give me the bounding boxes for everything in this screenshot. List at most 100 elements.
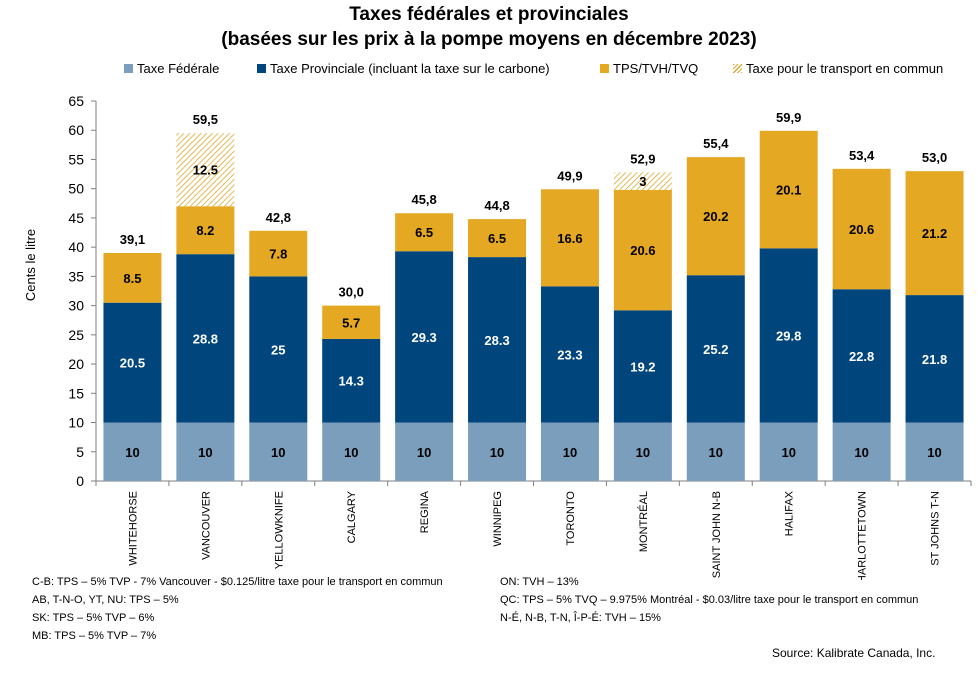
bar-total-label: 55,4 [703,136,729,151]
x-tick-label: CHARLOTTETOWN [857,491,869,580]
y-tick-label: 20 [68,356,84,372]
bar-segment [468,422,527,481]
x-tick-label: VANCOUVER [200,491,212,560]
segment-value-label: 6.5 [488,231,506,246]
y-tick-label: 5 [76,444,84,460]
segment-value-label: 5.7 [342,315,360,330]
bar-total-label: 39,1 [120,232,145,247]
y-tick-label: 25 [68,327,84,343]
segment-value-label: 16.6 [557,231,582,246]
bar-segment [832,289,891,423]
bar-segment [686,157,745,276]
segment-value-label: 6.5 [415,225,433,240]
legend-item-sales-tax: TPS/TVH/TVQ [600,61,698,76]
notes-left: C-B: TPS – 5% TVP - 7% Vancouver - $0.12… [32,573,443,645]
segment-value-label: 10 [125,445,139,460]
y-tick-label: 0 [76,473,84,489]
segment-value-label: 10 [563,445,577,460]
x-tick-label: YELLOWKNIFE [273,491,285,569]
bar-segment [905,171,964,296]
bar-total-label: 59,9 [776,110,801,125]
segment-value-label: 10 [344,445,358,460]
x-tick-label: HALIFAX [784,490,796,536]
bar-segment [176,206,235,255]
segment-value-label: 20.2 [703,209,728,224]
x-tick-label: CALGARY [346,490,358,543]
bar-total-label: 49,9 [557,168,582,183]
legend-swatch-provincial [257,64,266,73]
segment-value-label: 10 [198,445,212,460]
segment-value-label: 21.8 [922,352,947,367]
bar-segment [540,189,599,287]
y-axis-label: Cents le litre [23,229,38,301]
segment-value-label: 12.5 [193,163,218,178]
x-tick-label: ST JOHNS T-N [930,491,942,566]
x-tick-label: WHITEHORSE [127,491,139,566]
segment-value-label: 25.2 [703,342,728,357]
bar-segment [540,422,599,481]
legend-item-federal: Taxe Fédérale [124,61,219,76]
bar-total-label: 59,5 [193,112,218,127]
source-note: Source: Kalibrate Canada, Inc. [772,646,936,660]
note-line: AB, T-N-O, YT, NU: TPS – 5% [32,594,179,606]
chart-title: Taxes fédérales et provinciales [349,4,629,25]
segment-value-label: 22.8 [849,349,874,364]
bar-segment [759,422,818,481]
note-line: SK: TPS – 5% TVP – 6% [32,612,155,624]
notes-right: ON: TVH – 13% QC: TPS – 5% TVQ – 9.975% … [500,573,918,627]
segment-value-label: 10 [490,445,504,460]
bar-total-label: 53,4 [849,148,875,163]
bar-segment [468,257,527,423]
bar-total-label: 45,8 [411,192,436,207]
bar-segment [103,302,162,423]
bar-segment [322,305,381,339]
legend-swatch-transit [733,64,742,73]
y-tick-label: 30 [68,298,84,314]
y-tick-label: 65 [68,93,84,109]
bar-segment [103,253,162,303]
bar-segment [832,422,891,481]
legend: Taxe Fédérale Taxe Provinciale (incluant… [0,61,978,79]
segment-value-label: 10 [709,445,723,460]
segment-value-label: 7.8 [269,247,287,262]
bar-total-label: 42,8 [266,210,291,225]
note-line: ON: TVH – 13% [500,576,579,588]
legend-label-provincial: Taxe Provinciale (incluant la taxe sur l… [270,61,550,76]
x-tick-label: SAINT JOHN N-B [711,491,723,578]
note-line: MB: TPS – 5% TVP – 7% [32,630,157,642]
segment-value-label: 23.3 [557,347,582,362]
y-tick-label: 60 [68,122,84,138]
bar-segment [249,276,308,423]
bar-segment [832,168,891,290]
bar-segment [249,230,308,277]
y-tick-label: 10 [68,415,84,431]
segment-value-label: 20.6 [849,222,874,237]
x-tick-label: MONTRÉAL [637,491,650,552]
bar-segment [395,251,454,423]
bar-segment [905,295,964,423]
segment-value-label: 19.2 [630,359,655,374]
bar-segment [468,219,527,258]
x-labels: WHITEHORSE VANCOUVER YELLOWKNIFE CALGARY REG… [95,481,972,580]
segment-value-label: 20.5 [120,356,145,371]
y-tick-label: 50 [68,181,84,197]
segment-value-label: 25 [271,342,285,357]
bar-total-label: 53,0 [922,150,947,165]
segment-value-label: 10 [271,445,285,460]
segment-value-label: 21.2 [922,226,947,241]
y-ticks: 0 5 10 15 20 25 30 35 40 45 50 55 60 65 [68,93,96,489]
segment-value-label: 3 [639,174,646,189]
bar-segment [103,422,162,481]
segment-value-label: 8.5 [123,271,141,286]
segment-value-label: 20.1 [776,183,801,198]
segment-value-label: 20.6 [630,243,655,258]
bar-segment [613,172,672,190]
bar-segment [395,422,454,481]
segment-value-label: 29.8 [776,328,801,343]
x-tick-label: TORONTO [565,491,577,546]
bar-segment [322,422,381,481]
legend-item-provincial: Taxe Provinciale (incluant la taxe sur l… [257,61,550,76]
segment-value-label: 8.2 [196,223,214,238]
segment-value-label: 10 [636,445,650,460]
segment-value-label: 28.3 [484,333,509,348]
